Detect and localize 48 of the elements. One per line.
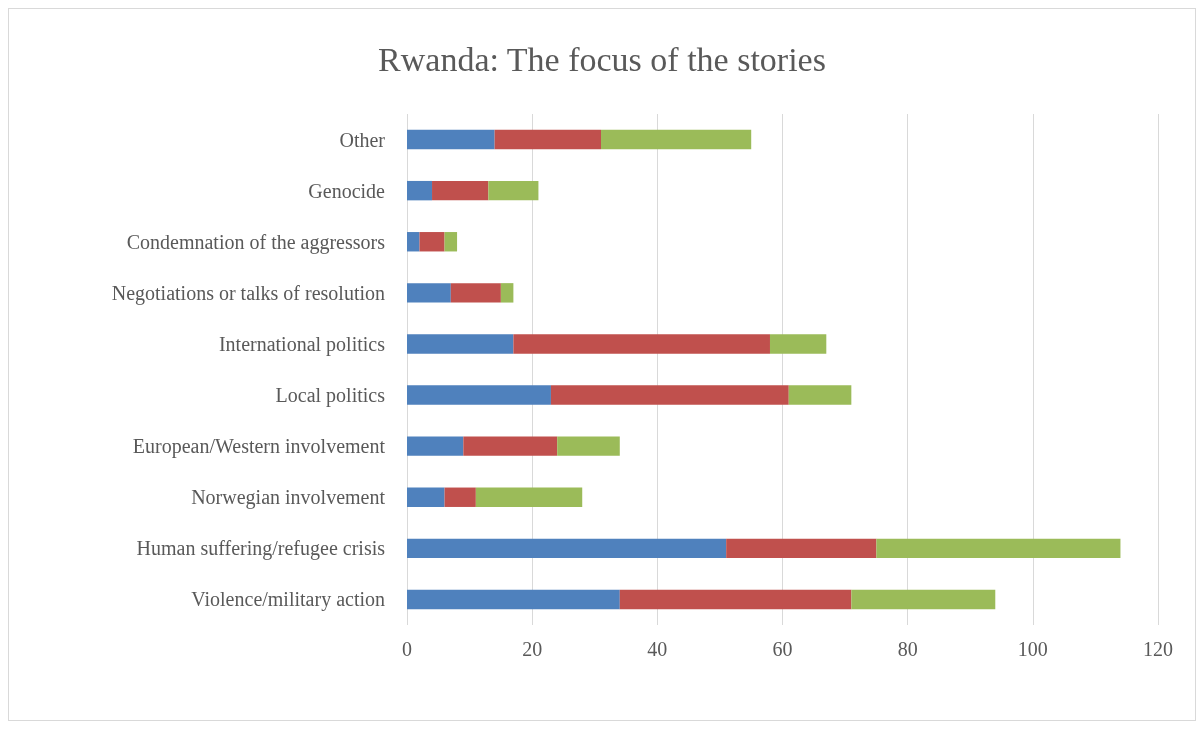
bar: [407, 334, 514, 354]
bar: [407, 436, 464, 456]
bar: [407, 487, 445, 507]
x-tick-label: 80: [897, 638, 918, 660]
bar: [432, 180, 489, 201]
bar: [500, 283, 514, 303]
bar: [407, 232, 420, 252]
bar: [407, 538, 727, 559]
y-tick-label: Local politics: [275, 384, 386, 408]
bar: [407, 129, 495, 150]
bar: [463, 436, 558, 456]
bar: [407, 283, 451, 303]
bar: [851, 589, 996, 610]
y-tick-label: Violence/military action: [191, 588, 385, 612]
bar: [726, 538, 877, 559]
bar: [407, 180, 433, 201]
bar: [444, 232, 458, 252]
bar: [513, 334, 770, 354]
bar: [419, 232, 445, 252]
bar: [407, 589, 620, 610]
y-tick-label: Norwegian involvement: [191, 486, 386, 510]
bar: [488, 180, 539, 201]
y-tick-label: International politics: [218, 332, 386, 356]
y-tick-label: Human suffering/refugee crisis: [136, 537, 386, 561]
x-tick-label: 0: [402, 638, 412, 660]
y-tick-label: Negotiations or talks of resolution: [111, 281, 385, 305]
x-tick-label: 100: [1017, 638, 1048, 660]
y-tick-label: Other: [339, 128, 386, 151]
x-tick-label: 40: [647, 638, 668, 660]
x-tick-label: 120: [1143, 638, 1173, 660]
bar: [444, 487, 476, 507]
y-tick-label: Condemnation of the aggressors: [126, 230, 386, 254]
bar: [557, 436, 620, 456]
y-tick-label: European/Western involvement: [132, 435, 386, 459]
y-tick-label: Genocide: [308, 179, 386, 202]
x-tick-label: 60: [772, 638, 793, 660]
bar: [769, 334, 827, 354]
x-tick-label: 20: [522, 638, 543, 660]
bar: [475, 487, 583, 507]
bar: [550, 385, 789, 405]
bar: [619, 589, 852, 610]
bar: [494, 129, 602, 150]
bar: [450, 283, 501, 303]
bar: [407, 385, 551, 405]
bar: [788, 385, 852, 405]
chart-title: Rwanda: The focus of the stories: [378, 40, 826, 78]
bar: [876, 538, 1121, 559]
bar: [601, 129, 752, 150]
